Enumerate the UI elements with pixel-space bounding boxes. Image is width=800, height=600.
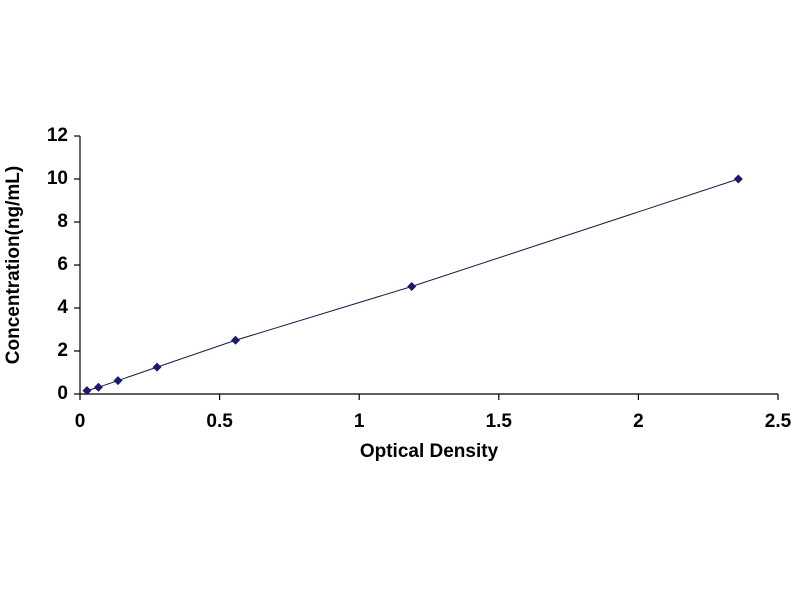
x-tick-label: 0 — [75, 411, 86, 432]
x-tick-label: 0.5 — [206, 411, 233, 432]
x-tick-label: 2 — [633, 411, 644, 432]
x-tick-label: 1.5 — [486, 411, 513, 432]
data-point — [407, 282, 417, 291]
y-axis-label: Concentration(ng/mL) — [3, 166, 24, 364]
x-tick-label: 1 — [354, 411, 365, 432]
x-tick-label: 2.5 — [765, 411, 792, 432]
y-tick-label: 10 — [47, 168, 68, 189]
y-tick-label: 4 — [57, 297, 68, 318]
x-axis-label: Optical Density — [360, 441, 499, 462]
data-point — [733, 174, 743, 184]
data-point — [231, 335, 241, 345]
data-point — [82, 386, 92, 396]
data-point — [113, 376, 123, 386]
y-tick-label: 2 — [57, 340, 68, 361]
data-point — [93, 382, 103, 392]
y-tick-label: 6 — [57, 254, 68, 275]
y-tick-label: 0 — [57, 383, 68, 404]
data-point — [152, 362, 162, 372]
y-tick-label: 8 — [57, 211, 68, 232]
y-tick-label: 12 — [47, 125, 68, 146]
